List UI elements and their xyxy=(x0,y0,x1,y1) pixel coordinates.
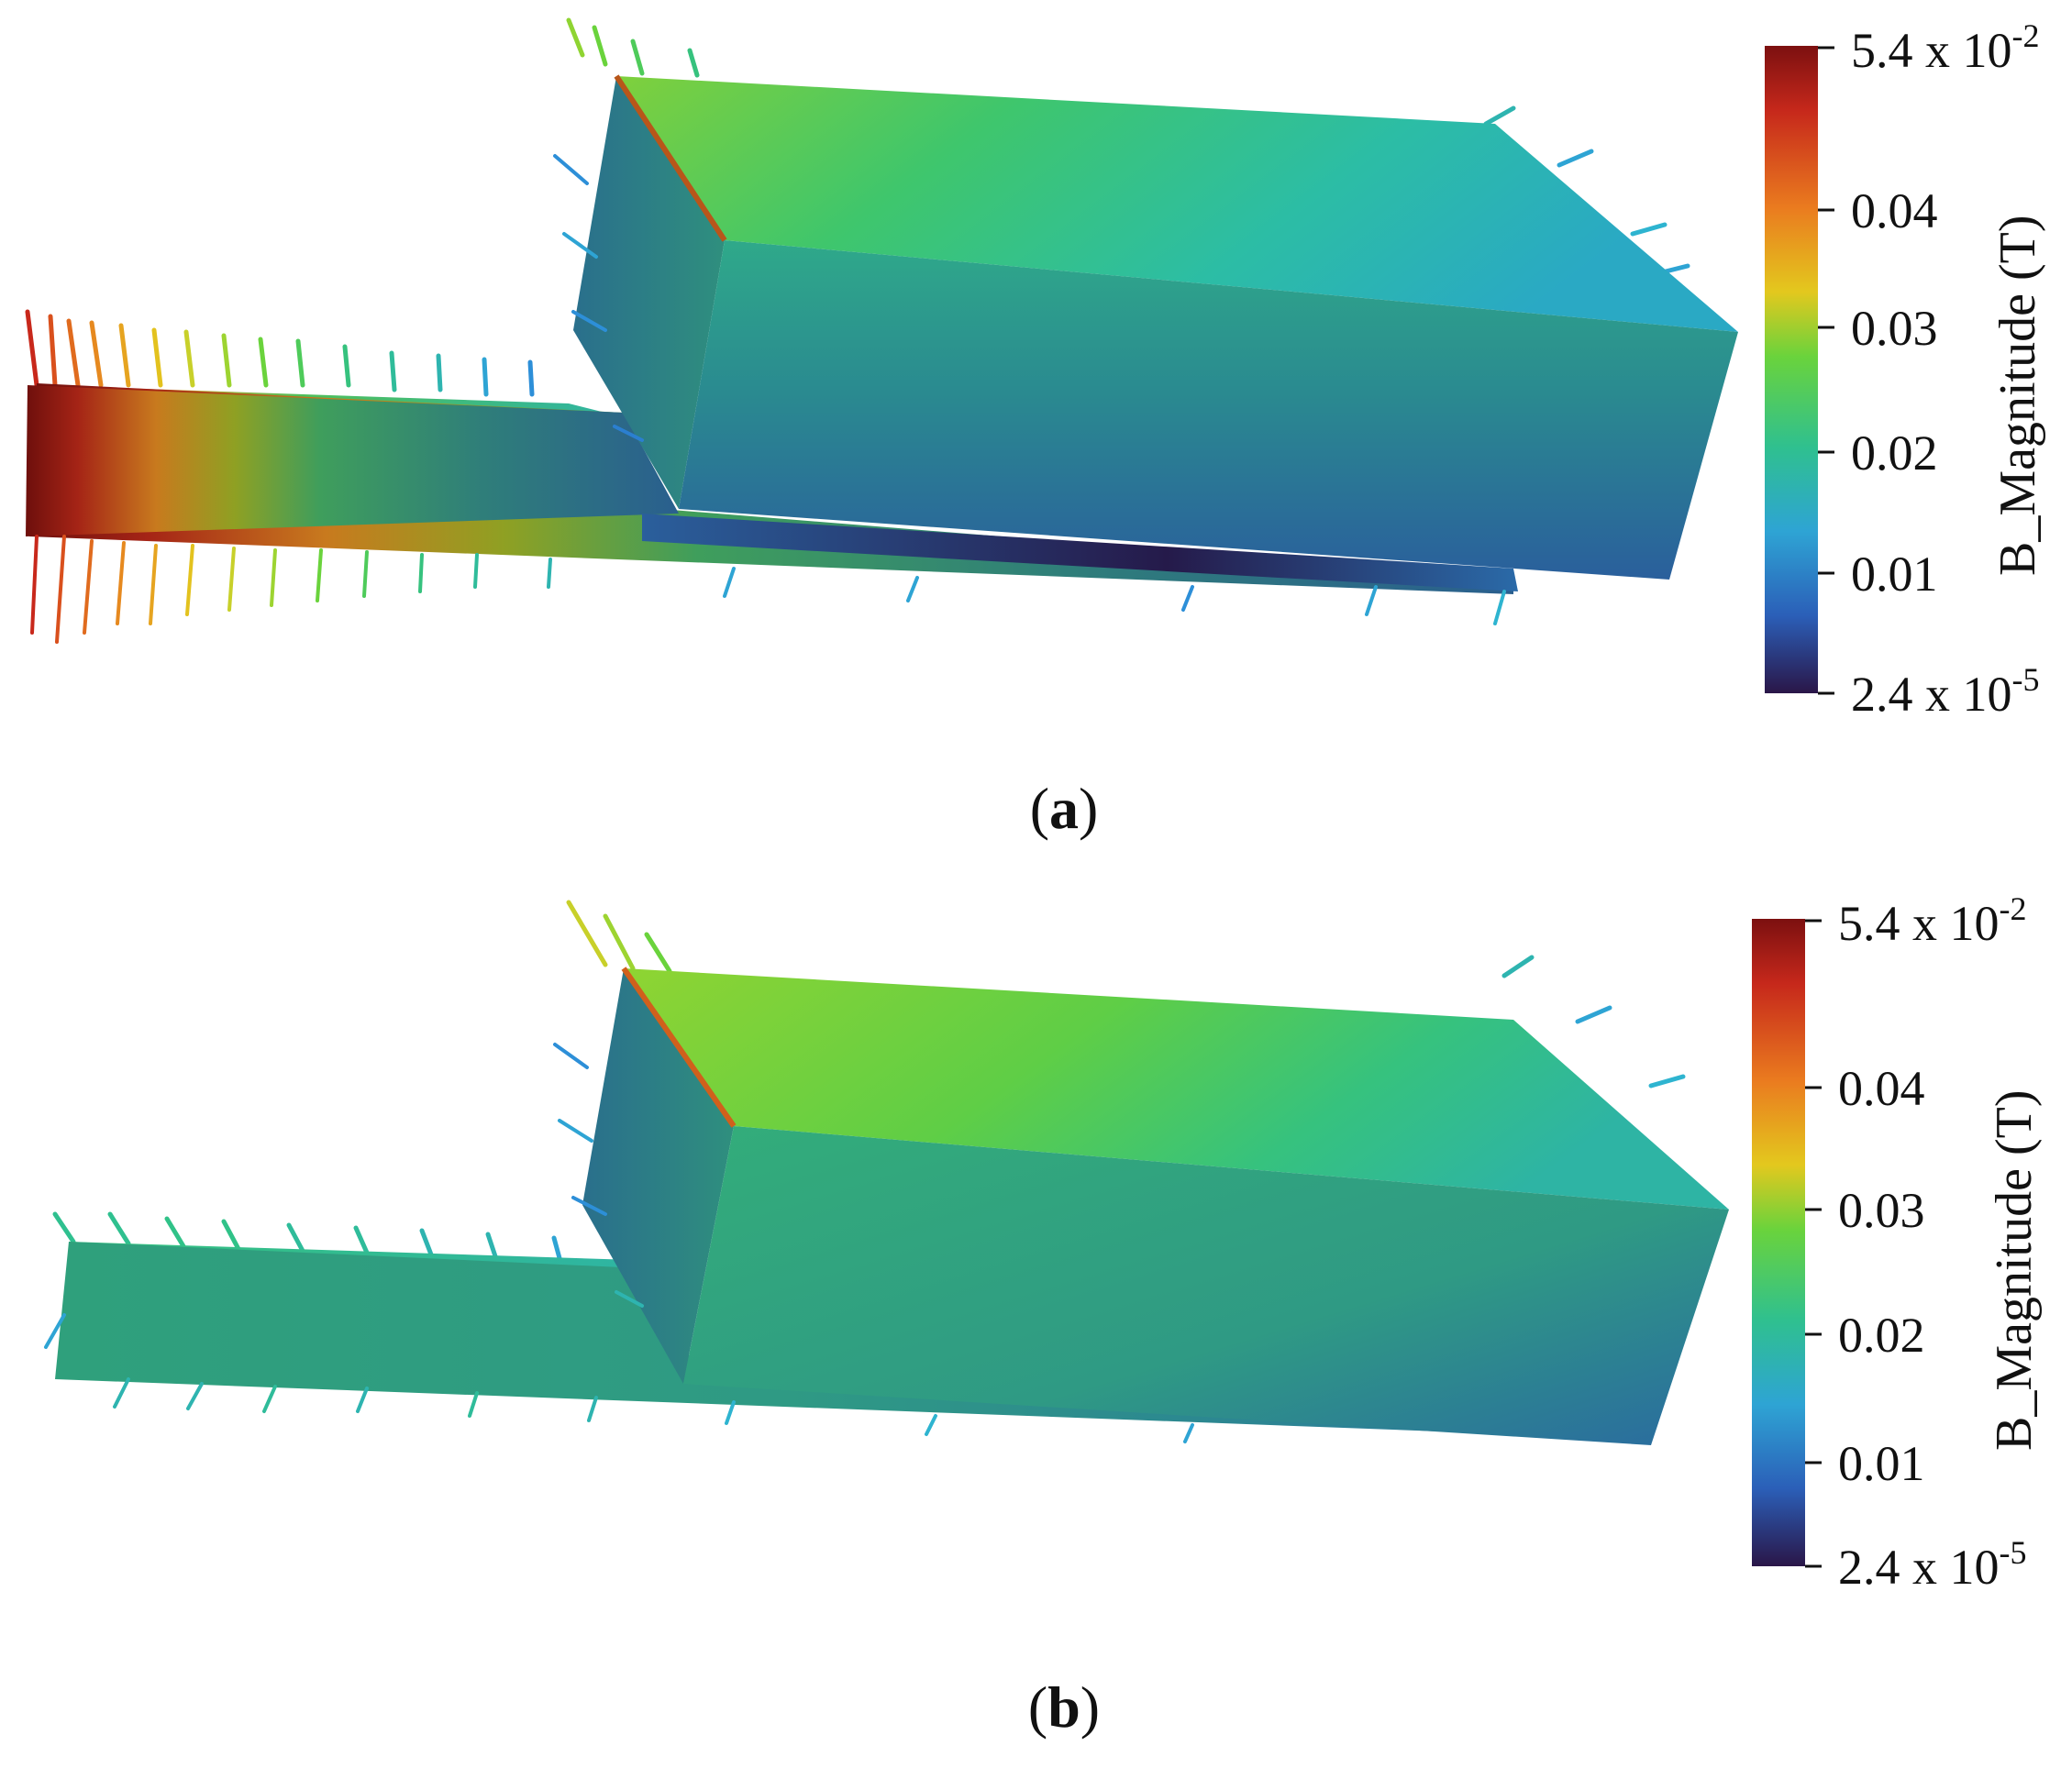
colorbar-title-a: B_Magnitude (T) xyxy=(1989,215,2046,576)
large-box-b xyxy=(582,967,1729,1445)
box-underside-a xyxy=(642,514,1518,591)
panel-a: 5.4 x 10-2 0.04 0.03 0.02 0.01 2.4 x 10-… xyxy=(25,17,2046,841)
colorbar-tick-min-a: 2.4 x 10-5 xyxy=(1851,661,2040,722)
thin-bar-a xyxy=(26,383,1513,594)
colorbar-tick-b: 0.03 xyxy=(1838,1183,1925,1238)
panel-b: 5.4 x 10-2 0.04 0.03 0.02 0.01 2.4 x 10-… xyxy=(0,884,2072,1768)
magnetic-field-render-a xyxy=(25,17,1834,695)
thin-bar-b xyxy=(55,1242,1513,1434)
colorbar-tick-a: 0.04 xyxy=(1851,183,1938,238)
panel-caption-b: (b) xyxy=(1027,1674,1101,1740)
colorbar-tick-max-a: 5.4 x 10-2 xyxy=(1851,17,2040,78)
field-arrows-back-b xyxy=(52,900,1686,1261)
colorbar-tick-a: 0.01 xyxy=(1851,547,1938,602)
colorbar-tick-b: 0.02 xyxy=(1838,1308,1925,1363)
colorbar-tick-min-b: 2.4 x 10-5 xyxy=(1838,1534,2027,1595)
colorbar-b xyxy=(1752,919,1822,1568)
panel-caption-a: (a) xyxy=(1029,776,1099,841)
field-arrows-back-a xyxy=(25,17,1690,397)
colorbar-tick-a: 0.02 xyxy=(1851,425,1938,481)
large-box-a xyxy=(573,74,1738,580)
colorbar-title-b: B_Magnitude (T) xyxy=(1986,1089,2043,1451)
magnetic-field-render-b xyxy=(44,900,1822,1568)
colorbar-tick-max-b: 5.4 x 10-2 xyxy=(1838,890,2027,951)
field-arrows-front-b xyxy=(44,1043,1194,1443)
colorbar-tick-a: 0.03 xyxy=(1851,301,1938,356)
field-arrows-front-a xyxy=(30,154,1506,644)
colorbar-tick-b: 0.01 xyxy=(1838,1436,1925,1491)
colorbar-tick-b: 0.04 xyxy=(1838,1061,1925,1116)
colorbar-a xyxy=(1765,46,1834,695)
